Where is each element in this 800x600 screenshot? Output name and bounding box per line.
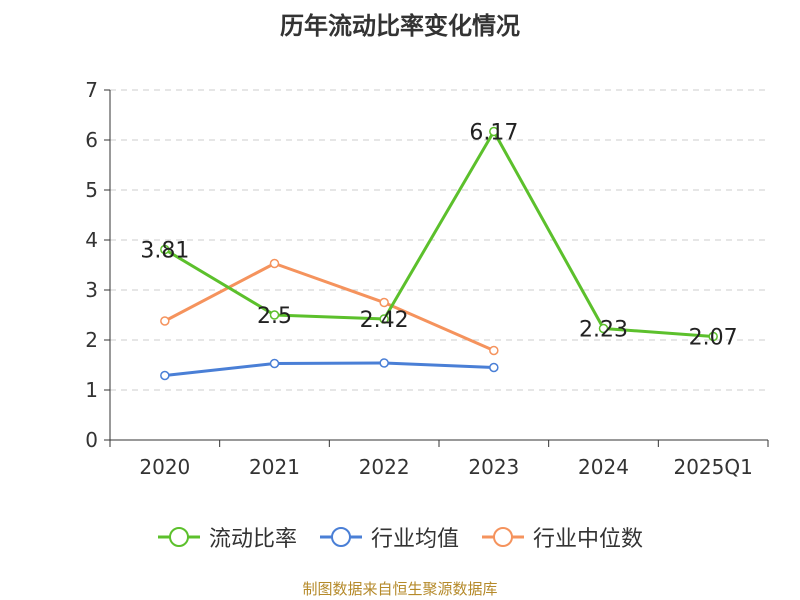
x-tick-label: 2022 (359, 455, 410, 479)
data-point (160, 370, 170, 381)
data-labels: 3.81 2.5 2.42 6.17 2.23 2.07 (140, 121, 737, 351)
y-tick-label: 6 (85, 128, 98, 152)
x-tick-label: 2023 (468, 455, 519, 479)
legend-symbol (482, 527, 524, 547)
legend-symbol (319, 527, 362, 547)
legend-marker (168, 527, 189, 547)
data-point (708, 331, 718, 342)
data-point (489, 126, 499, 137)
data-point (379, 297, 389, 308)
data-label: 6.17 (469, 121, 518, 146)
data-point (598, 323, 609, 334)
series-line (164, 262, 495, 352)
x-tick-label: 2020 (139, 455, 190, 479)
data-point (379, 358, 389, 368)
data-point (489, 345, 499, 356)
legend-label: 行业均值 (370, 527, 459, 552)
legend-marker (330, 527, 351, 547)
series-line (164, 361, 494, 377)
legend-label: 行业中位数 (533, 527, 644, 552)
y-tick-label: 7 (85, 78, 98, 102)
chart-title: 历年流动比率变化情况 (280, 12, 520, 40)
source-footer: 制图数据来自恒生聚源数据库 (302, 580, 498, 598)
legend-marker (493, 527, 513, 547)
series (160, 126, 718, 381)
y-tick-label: 3 (85, 278, 98, 302)
data-label: 2.23 (579, 318, 628, 343)
grid-lines (110, 89, 768, 391)
legend-item[interactable]: 行业均值 (319, 521, 459, 553)
legend: 流动比率 行业均值 行业中位数 (0, 520, 800, 554)
y-tick-label: 0 (85, 428, 98, 452)
axes: 0 1 2 3 4 5 6 7 2020 2021 2022 2023 2024 2025Q1 (85, 78, 769, 479)
y-tick-label: 5 (85, 178, 98, 202)
data-point (489, 362, 499, 373)
x-tick-label: 2024 (578, 455, 629, 479)
data-label: 2.07 (689, 326, 738, 351)
x-tick-label: 2021 (249, 455, 300, 479)
data-point (269, 258, 280, 269)
y-tick-label: 4 (85, 228, 98, 252)
y-tick-label: 2 (85, 328, 98, 352)
legend-label: 流动比率 (208, 527, 297, 552)
legend-symbol (157, 527, 200, 547)
data-point (160, 316, 170, 326)
data-point (269, 358, 280, 369)
data-point (160, 244, 170, 255)
series-line (164, 130, 714, 338)
legend-item[interactable]: 流动比率 (157, 521, 297, 553)
data-point (269, 310, 280, 320)
y-tick-label: 1 (85, 378, 98, 402)
data-label: 2.5 (257, 304, 292, 329)
data-label: 3.81 (140, 239, 189, 264)
data-label: 2.42 (360, 308, 409, 333)
x-tick-label: 2025Q1 (673, 455, 752, 479)
data-point (379, 314, 389, 324)
legend-item[interactable]: 行业中位数 (481, 521, 643, 553)
